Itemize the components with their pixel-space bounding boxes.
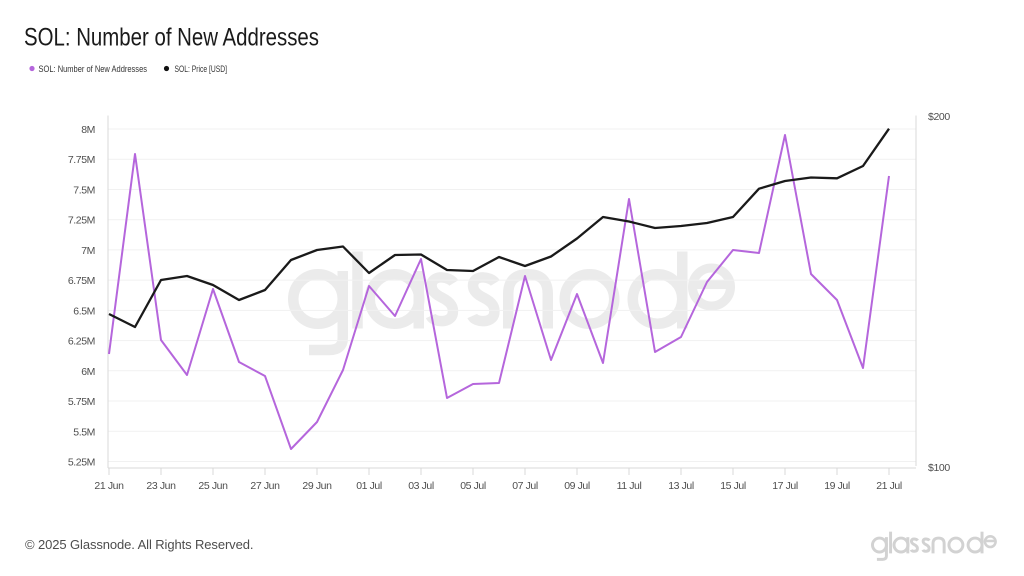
svg-text:21 Jul: 21 Jul (876, 480, 902, 492)
svg-text:7.25M: 7.25M (68, 215, 95, 227)
svg-text:29 Jun: 29 Jun (302, 480, 332, 492)
svg-text:13 Jul: 13 Jul (668, 480, 694, 492)
svg-text:25 Jun: 25 Jun (198, 480, 228, 492)
svg-text:7.5M: 7.5M (73, 185, 95, 197)
svg-text:27 Jun: 27 Jun (250, 480, 280, 492)
svg-text:© 2025 Glassnode. All Rights R: © 2025 Glassnode. All Rights Reserved. (25, 537, 253, 552)
svg-text:05 Jul: 05 Jul (460, 480, 486, 492)
svg-text:01 Jul: 01 Jul (356, 480, 382, 492)
svg-text:6.75M: 6.75M (68, 275, 95, 287)
svg-text:23 Jun: 23 Jun (146, 480, 176, 492)
svg-text:SOL: Price [USD]: SOL: Price [USD] (175, 64, 228, 74)
svg-text:SOL: Number of New Addresses: SOL: Number of New Addresses (39, 64, 148, 74)
svg-text:11 Jul: 11 Jul (617, 480, 642, 492)
svg-text:21 Jun: 21 Jun (94, 480, 124, 492)
svg-text:6.5M: 6.5M (73, 305, 95, 317)
svg-text:19 Jul: 19 Jul (824, 480, 850, 492)
svg-text:$100: $100 (928, 462, 950, 474)
svg-text:6.25M: 6.25M (68, 336, 95, 348)
svg-text:15 Jul: 15 Jul (720, 480, 746, 492)
svg-text:SOL: Number of New Addresses: SOL: Number of New Addresses (24, 23, 319, 51)
svg-text:7.75M: 7.75M (68, 154, 95, 166)
svg-text:7M: 7M (81, 245, 95, 257)
svg-text:5.75M: 5.75M (68, 396, 95, 408)
svg-text:6M: 6M (81, 366, 95, 378)
svg-text:17 Jul: 17 Jul (772, 480, 798, 492)
svg-text:03 Jul: 03 Jul (408, 480, 434, 492)
svg-text:5.25M: 5.25M (68, 457, 95, 469)
svg-text:$200: $200 (928, 111, 950, 123)
svg-text:5.5M: 5.5M (73, 426, 95, 438)
svg-text:09 Jul: 09 Jul (564, 480, 590, 492)
svg-text:8M: 8M (81, 124, 95, 136)
svg-text:07 Jul: 07 Jul (512, 480, 538, 492)
